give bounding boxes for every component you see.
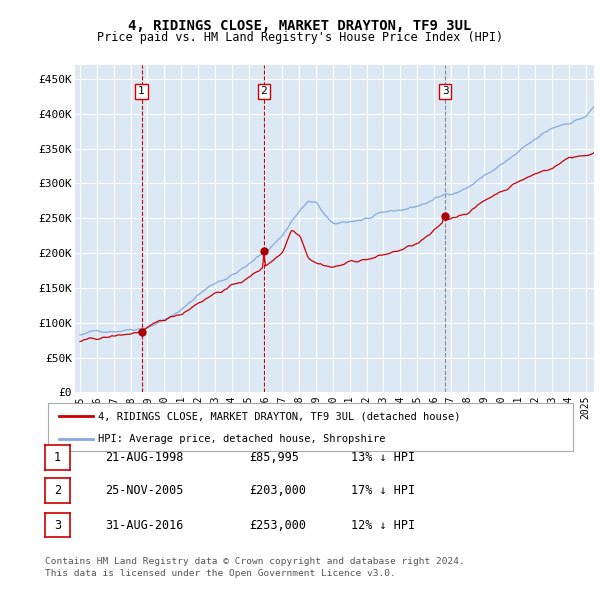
Text: 4, RIDINGS CLOSE, MARKET DRAYTON, TF9 3UL: 4, RIDINGS CLOSE, MARKET DRAYTON, TF9 3U… (128, 19, 472, 34)
Text: 3: 3 (442, 86, 448, 96)
Text: Price paid vs. HM Land Registry's House Price Index (HPI): Price paid vs. HM Land Registry's House … (97, 31, 503, 44)
Text: £203,000: £203,000 (249, 484, 306, 497)
Text: 3: 3 (54, 519, 61, 532)
Text: This data is licensed under the Open Government Licence v3.0.: This data is licensed under the Open Gov… (45, 569, 396, 578)
Text: 2: 2 (54, 484, 61, 497)
Text: 1: 1 (54, 451, 61, 464)
Text: 13% ↓ HPI: 13% ↓ HPI (351, 451, 415, 464)
Text: £85,995: £85,995 (249, 451, 299, 464)
Text: 17% ↓ HPI: 17% ↓ HPI (351, 484, 415, 497)
Text: 21-AUG-1998: 21-AUG-1998 (105, 451, 184, 464)
Text: £253,000: £253,000 (249, 519, 306, 532)
Text: 31-AUG-2016: 31-AUG-2016 (105, 519, 184, 532)
Text: 2: 2 (260, 86, 267, 96)
Text: Contains HM Land Registry data © Crown copyright and database right 2024.: Contains HM Land Registry data © Crown c… (45, 558, 465, 566)
Text: 4, RIDINGS CLOSE, MARKET DRAYTON, TF9 3UL (detached house): 4, RIDINGS CLOSE, MARKET DRAYTON, TF9 3U… (98, 411, 460, 421)
Text: 25-NOV-2005: 25-NOV-2005 (105, 484, 184, 497)
Text: 1: 1 (138, 86, 145, 96)
Text: HPI: Average price, detached house, Shropshire: HPI: Average price, detached house, Shro… (98, 434, 385, 444)
Text: 12% ↓ HPI: 12% ↓ HPI (351, 519, 415, 532)
